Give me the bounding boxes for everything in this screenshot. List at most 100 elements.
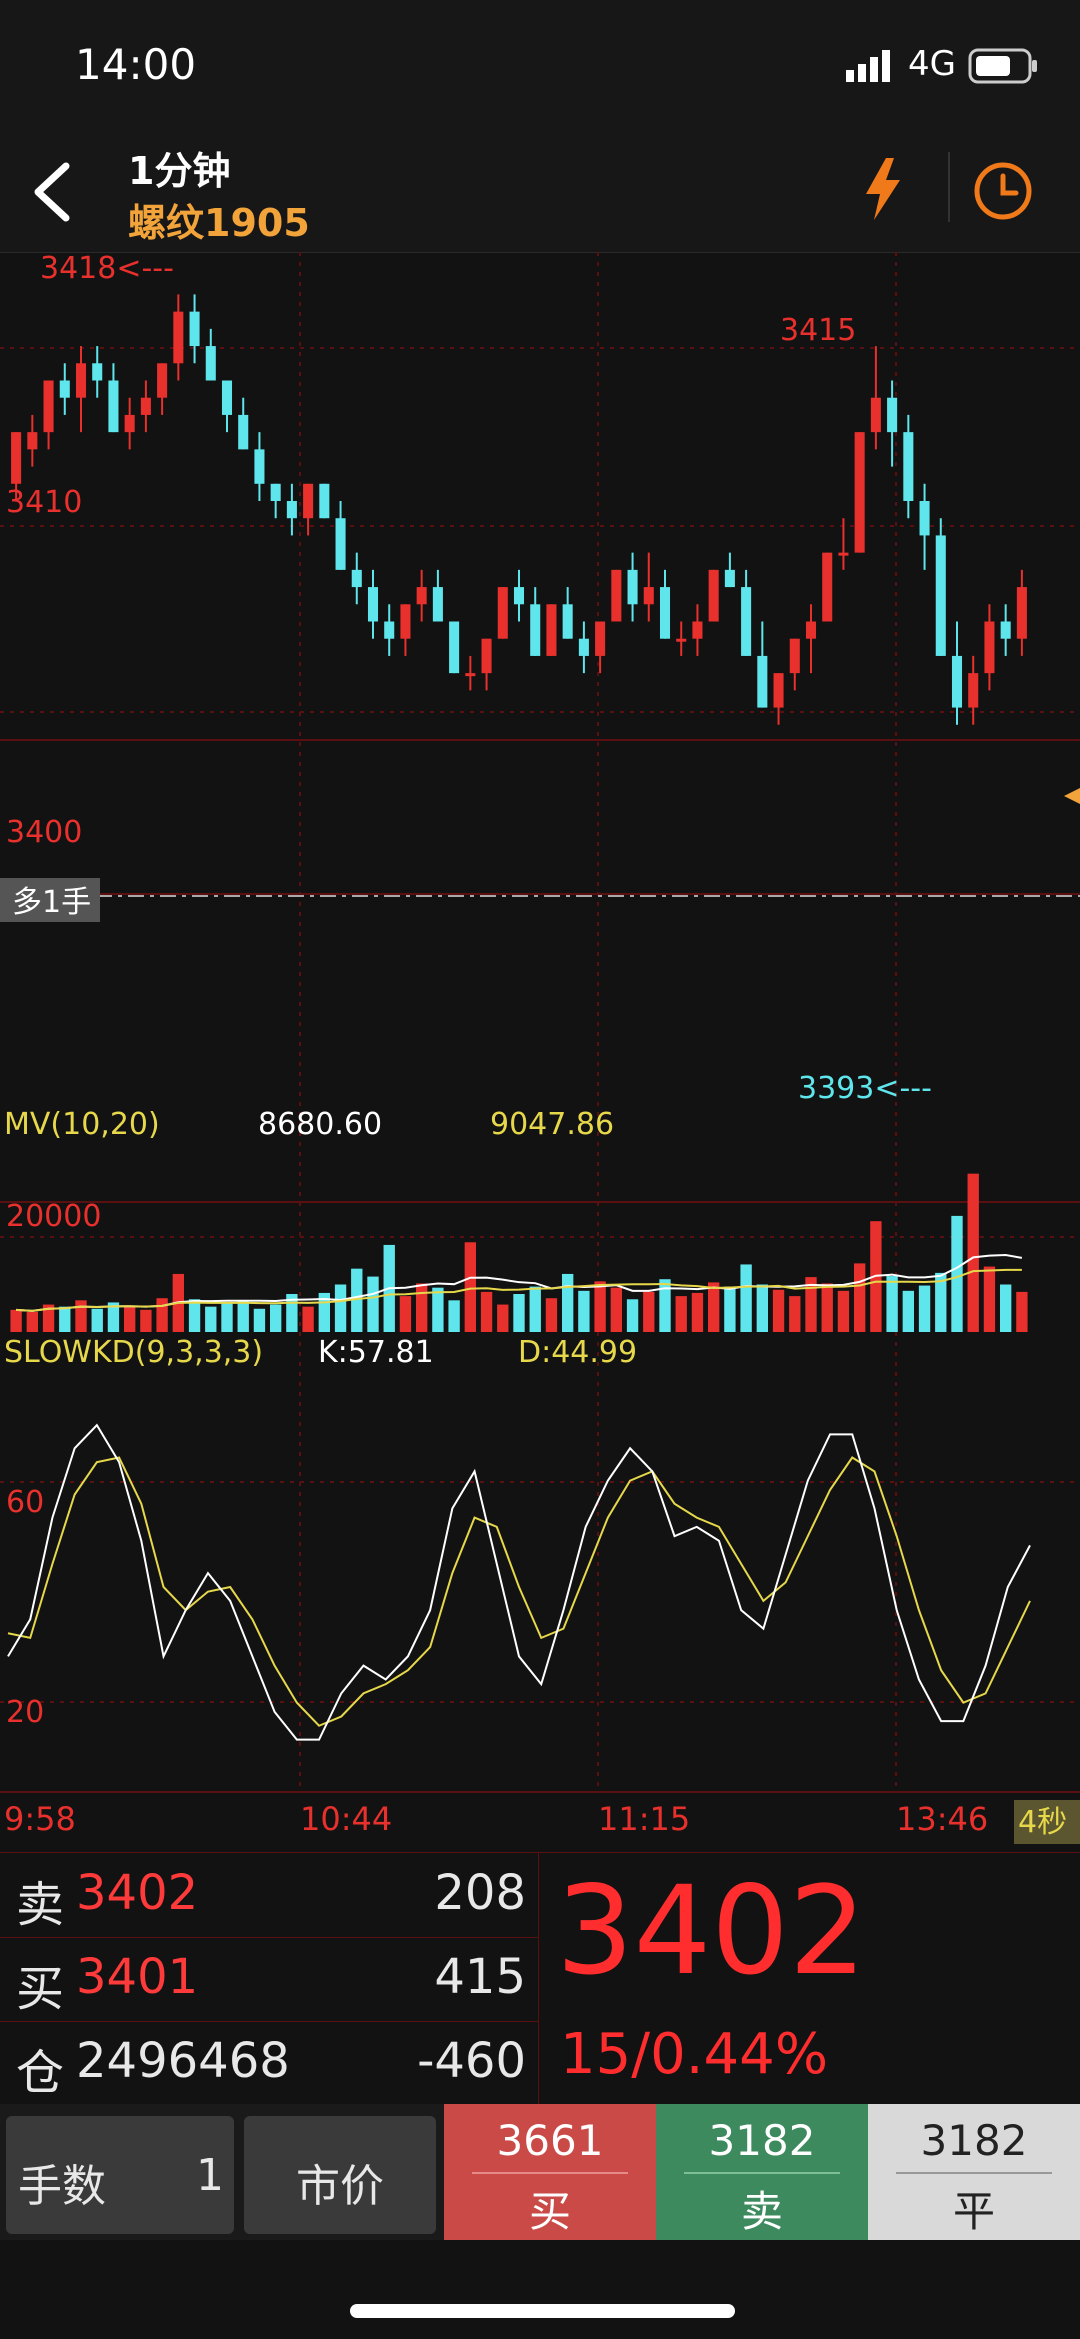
volume-bar-4 <box>75 1300 87 1332</box>
candle-body-52 <box>854 432 865 553</box>
volume-bar-47 <box>772 1289 785 1332</box>
volume-bar-46 <box>756 1284 769 1332</box>
buy-price: 3661 <box>496 2116 604 2165</box>
candle-body-58 <box>951 655 963 708</box>
candle-body-21 <box>351 569 362 588</box>
buy-label: 买 <box>528 2187 571 2236</box>
network-type: 4G <box>908 44 956 84</box>
candle-body-47 <box>773 673 784 708</box>
candle-body-23 <box>384 621 395 639</box>
time-label-4: 13:46 <box>896 1800 988 1838</box>
volume-bar-55 <box>902 1290 915 1332</box>
contract-name[interactable]: 螺纹1905 <box>128 201 310 245</box>
volume-bar-34 <box>561 1273 574 1332</box>
close-label: 平 <box>952 2187 995 2236</box>
volume-bar-5 <box>91 1308 103 1332</box>
candle-body-33 <box>546 604 557 656</box>
candle-body-18 <box>303 483 314 519</box>
sell-button[interactable]: 3182 卖 <box>656 2104 868 2240</box>
candle-body-62 <box>1016 587 1027 639</box>
kd-tick-60: 60 <box>6 1485 44 1520</box>
open-interest-row: 仓 2496468 -460 <box>0 2021 538 2105</box>
volume-bar-2 <box>42 1304 55 1332</box>
clock-icon[interactable] <box>972 160 1034 222</box>
peak-label: 3415 <box>780 313 856 348</box>
kd-d-value: D:44.99 <box>518 1335 637 1370</box>
interval-title[interactable]: 1分钟 <box>128 149 231 193</box>
candle-body-7 <box>124 414 135 433</box>
price-type-button[interactable]: 市价 <box>244 2116 436 2234</box>
refresh-badge: 4秒 <box>1018 1805 1067 1840</box>
lots-label: 手数 <box>18 2161 106 2212</box>
candle-body-6 <box>108 380 119 433</box>
volume-bar-21 <box>351 1268 363 1332</box>
bid-row[interactable]: 买 3401 415 <box>0 1937 538 2022</box>
volume-bar-29 <box>480 1291 493 1332</box>
volume-bar-17 <box>286 1294 298 1332</box>
volume-bar-38 <box>626 1299 639 1332</box>
buy-button[interactable]: 3661 买 <box>444 2104 656 2240</box>
refresh-badge-bg <box>1014 1800 1080 1844</box>
candle-body-36 <box>595 621 606 656</box>
time-label-3: 11:15 <box>598 1800 690 1838</box>
high-label: 3418<--- <box>40 252 174 286</box>
ask-qty: 208 <box>434 1865 526 1921</box>
candle-body-55 <box>903 432 914 501</box>
close-position-button[interactable]: 3182 平 <box>868 2104 1080 2240</box>
volume-bar-25 <box>415 1283 428 1332</box>
volume-bar-61 <box>999 1284 1012 1332</box>
candle-body-15 <box>254 449 265 484</box>
volume-bar-37 <box>610 1287 623 1332</box>
volume-bar-56 <box>918 1285 931 1332</box>
lots-stepper[interactable]: 手数 1 <box>6 2116 234 2234</box>
candle-body-43 <box>708 569 719 622</box>
volume-bar-24 <box>399 1296 412 1332</box>
volume-title: MV(10,20) <box>4 1107 160 1142</box>
candle-body-25 <box>416 587 427 605</box>
volume-bar-36 <box>594 1281 606 1332</box>
candle-body-14 <box>238 414 249 450</box>
candle-body-49 <box>805 621 817 639</box>
candle-body-45 <box>741 587 752 656</box>
volume-bar-33 <box>545 1298 558 1332</box>
kd-lines <box>7 1423 1031 1741</box>
lots-value[interactable]: 1 <box>196 2150 224 2201</box>
volume-bar-51 <box>837 1290 850 1332</box>
candle-body-39 <box>643 587 654 605</box>
candle-body-10 <box>173 311 184 364</box>
volume-bar-18 <box>302 1306 314 1332</box>
kline-chart[interactable]: 多1手 3418<--- 3415 3393<--- 3410 3400 MV(… <box>0 252 1080 1852</box>
home-indicator[interactable] <box>350 2304 735 2318</box>
volume-bar-27 <box>448 1300 460 1332</box>
volume-ma10: 8680.60 <box>258 1107 382 1142</box>
volume-bar-7 <box>123 1305 136 1332</box>
volume-bar-48 <box>789 1296 801 1332</box>
volume-bar-26 <box>432 1287 444 1332</box>
volume-bar-50 <box>821 1283 833 1332</box>
volume-bar-15 <box>253 1308 266 1332</box>
volume-bar-40 <box>659 1279 671 1332</box>
nav-divider <box>948 152 950 222</box>
ask-row[interactable]: 卖 3402 208 <box>0 1853 538 1938</box>
volume-bar-60 <box>983 1266 996 1332</box>
candle-body-12 <box>205 346 216 381</box>
volume-bar-16 <box>269 1304 282 1332</box>
back-icon[interactable] <box>28 160 80 224</box>
candle-body-35 <box>578 638 589 656</box>
status-time: 14:00 <box>75 40 197 89</box>
lightning-icon[interactable] <box>862 158 904 220</box>
bid-qty: 415 <box>434 1949 526 2005</box>
volume-bar-39 <box>643 1291 655 1332</box>
candle-body-61 <box>1000 621 1011 639</box>
candle-body-9 <box>157 363 168 398</box>
volume-bar-28 <box>464 1242 477 1332</box>
candle-body-2 <box>43 380 54 433</box>
kd-d-line <box>7 1456 1031 1727</box>
volume-bar-11 <box>188 1299 201 1332</box>
candle-body-32 <box>530 604 541 656</box>
volume-bar-30 <box>497 1304 509 1332</box>
volume-bar-6 <box>107 1302 120 1332</box>
volume-bar-22 <box>367 1276 379 1332</box>
candle-body-48 <box>789 638 800 674</box>
volume-ma20-line <box>16 1268 1022 1312</box>
